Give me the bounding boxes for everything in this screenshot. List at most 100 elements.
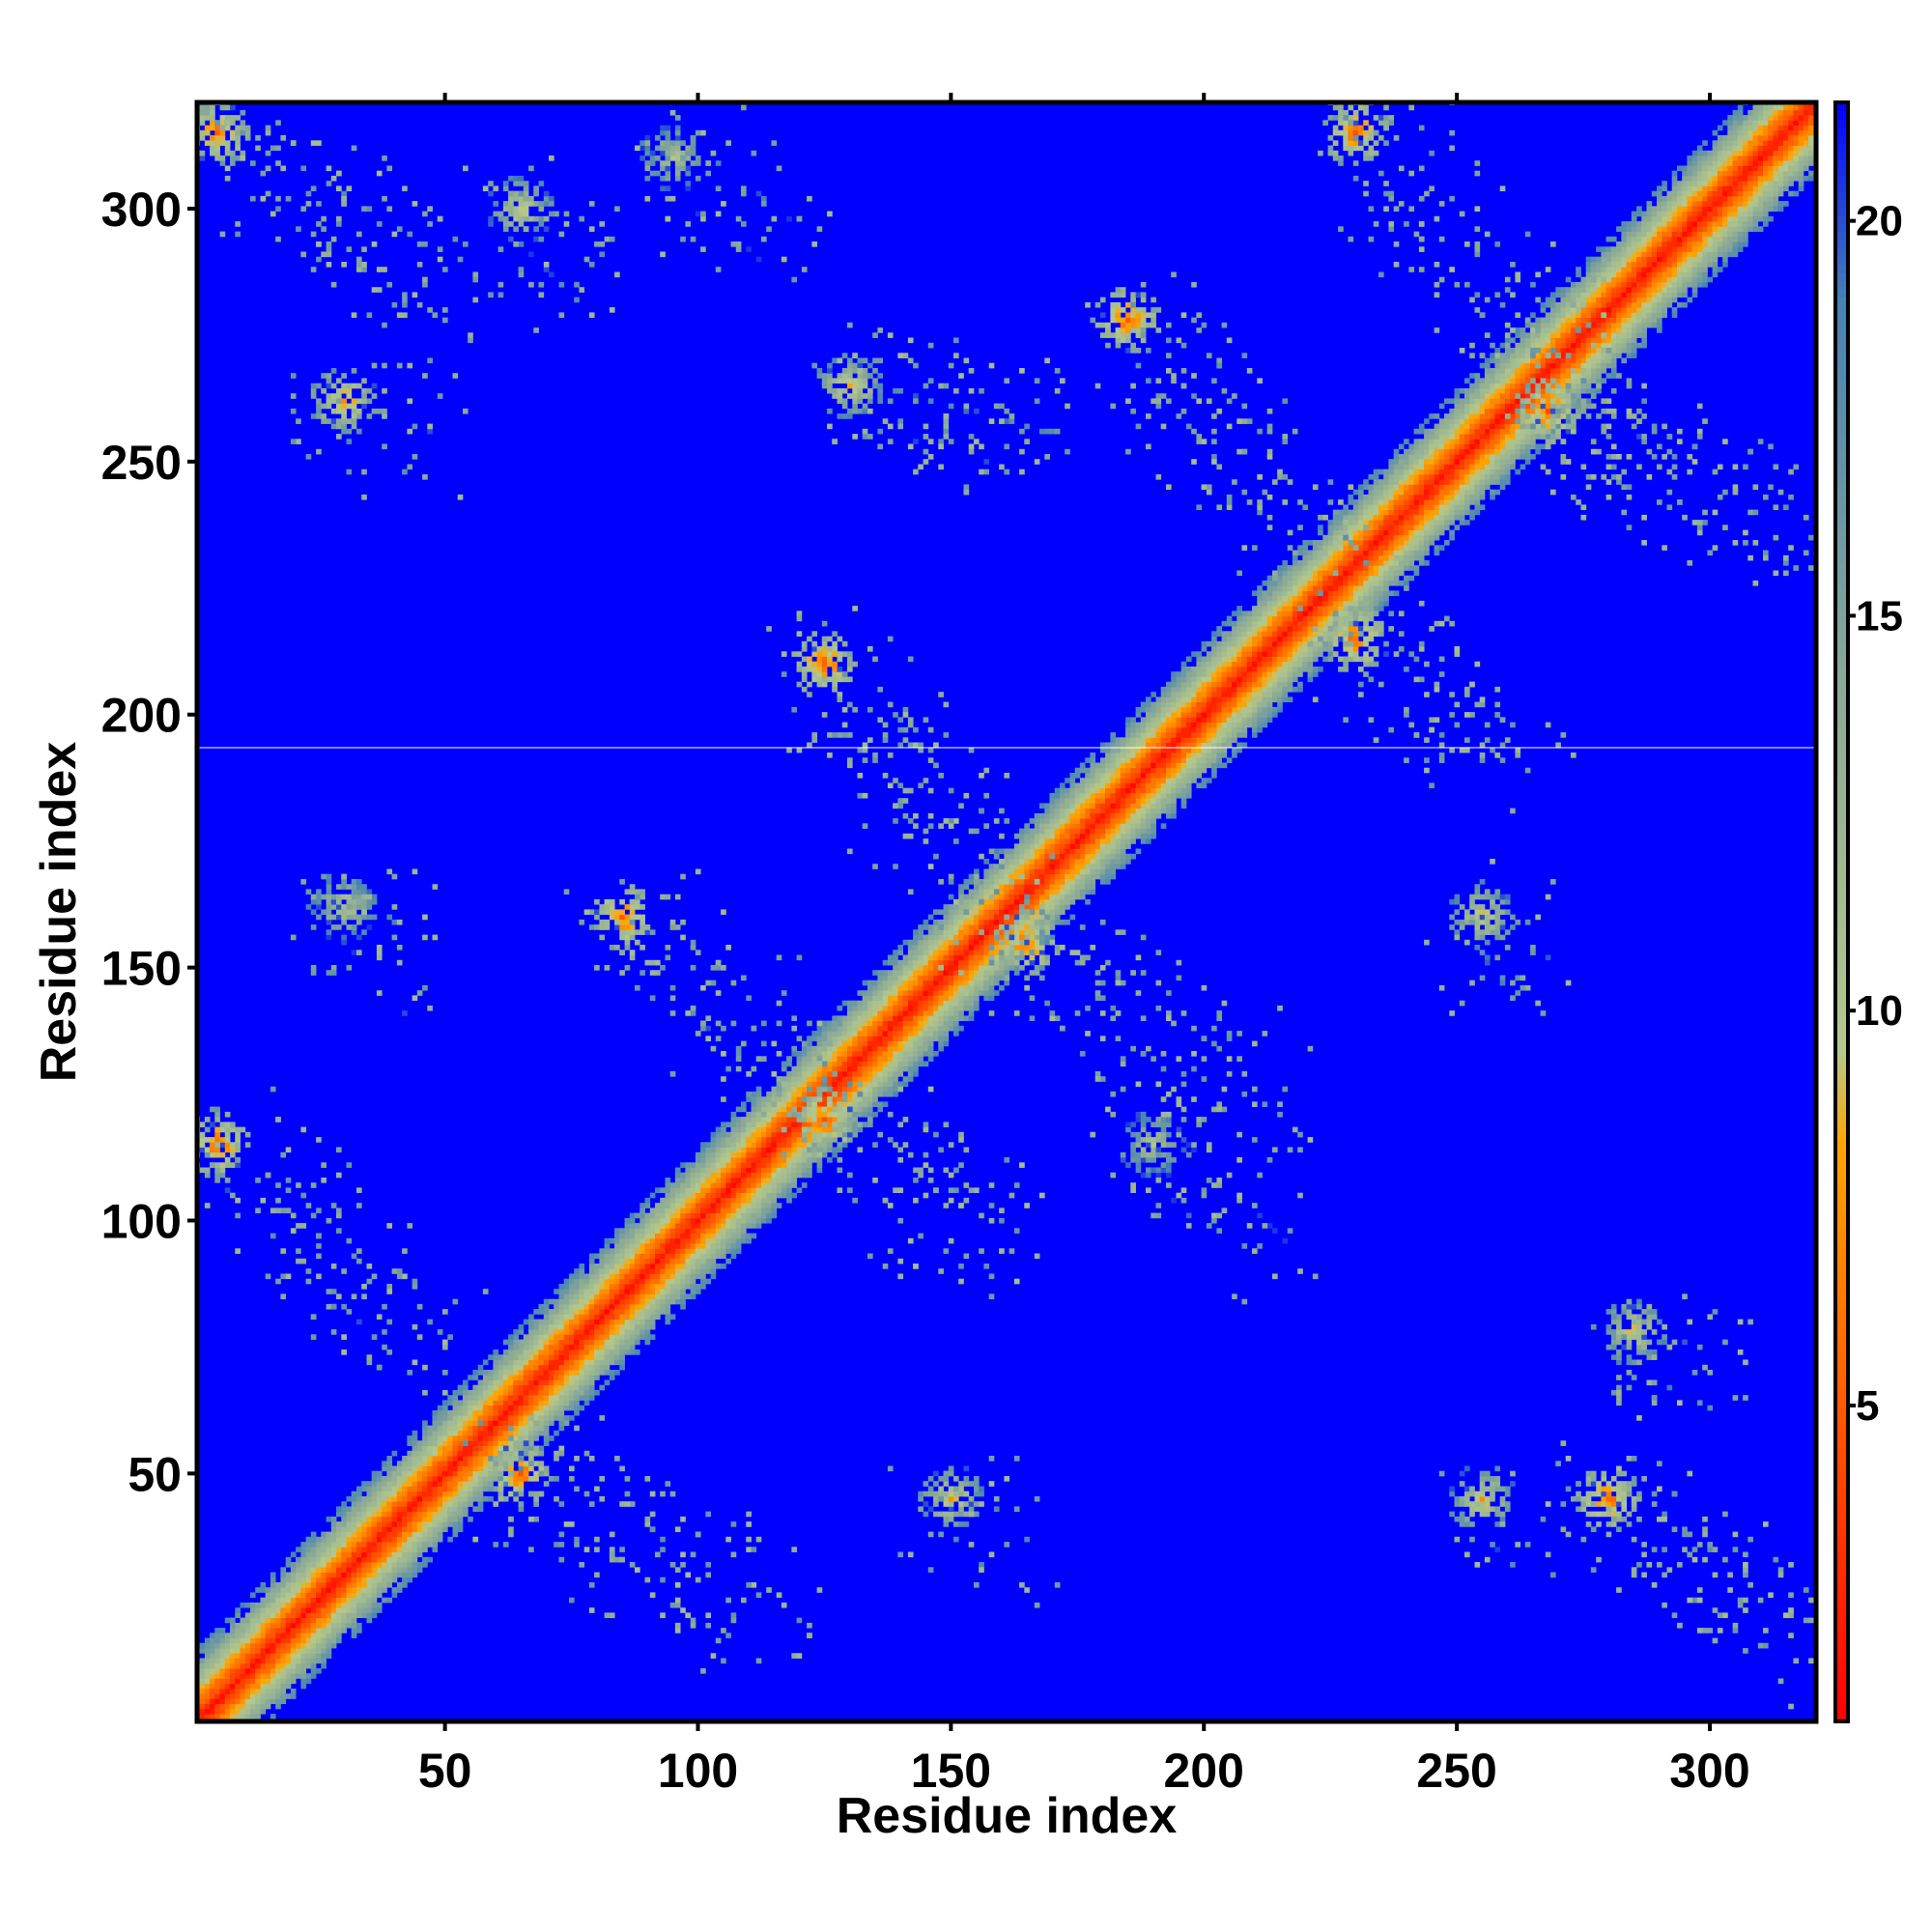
heatmap-cell xyxy=(1039,848,1045,855)
heatmap-cell xyxy=(882,1005,889,1011)
heatmap-cell xyxy=(857,1045,864,1052)
heatmap-cell xyxy=(665,1298,671,1305)
heatmap-cell xyxy=(923,1045,929,1052)
heatmap-cell xyxy=(807,1081,812,1088)
heatmap-cell xyxy=(452,1486,459,1492)
heatmap-cell xyxy=(402,1516,408,1522)
heatmap-cell xyxy=(979,894,984,900)
heatmap-cell xyxy=(755,1192,762,1199)
heatmap-cell xyxy=(1054,798,1061,804)
heatmap-cell xyxy=(700,1212,706,1219)
heatmap-cell xyxy=(766,1126,772,1133)
heatmap-cell xyxy=(457,1506,464,1513)
heatmap-cell xyxy=(558,1298,565,1305)
heatmap-cell xyxy=(204,1708,211,1715)
heatmap-cell xyxy=(948,970,954,976)
heatmap-cell xyxy=(508,1359,514,1366)
heatmap-cell xyxy=(680,1264,686,1269)
heatmap-cell xyxy=(781,1182,787,1188)
heatmap-cell xyxy=(953,950,959,955)
heatmap-cell xyxy=(437,1420,443,1427)
heatmap-cell xyxy=(305,1542,312,1548)
heatmap-cell xyxy=(235,1658,241,1664)
heatmap-cell xyxy=(1024,848,1030,855)
heatmap-cell xyxy=(852,1051,858,1057)
heatmap-cell xyxy=(614,1253,620,1260)
heatmap-cell xyxy=(1013,934,1020,941)
heatmap-cell xyxy=(751,1142,757,1148)
heatmap-cell xyxy=(240,1642,246,1649)
heatmap-cell xyxy=(1004,848,1010,855)
heatmap-cell xyxy=(477,1450,484,1457)
heatmap-cell xyxy=(674,1192,681,1199)
heatmap-cell xyxy=(847,1031,853,1037)
heatmap-cell xyxy=(310,1612,317,1619)
heatmap-cell xyxy=(1146,737,1151,743)
heatmap-cell xyxy=(250,1622,256,1629)
heatmap-cell xyxy=(1065,904,1070,910)
heatmap-cell xyxy=(468,1481,473,1487)
heatmap-cell xyxy=(690,1172,696,1179)
heatmap-cell xyxy=(983,889,990,895)
heatmap-cell xyxy=(807,1056,812,1062)
heatmap-cell xyxy=(482,1456,489,1462)
heatmap-cell xyxy=(538,1445,545,1452)
heatmap-cell xyxy=(482,1476,489,1482)
heatmap-cell xyxy=(1034,904,1040,910)
heatmap-cell xyxy=(316,1551,322,1558)
heatmap-cell xyxy=(326,1622,332,1629)
heatmap-cell xyxy=(502,1384,509,1391)
heatmap-cell xyxy=(1069,782,1076,789)
heatmap-cell xyxy=(255,1648,261,1654)
heatmap-cell xyxy=(1079,798,1086,804)
heatmap-cell xyxy=(786,1081,792,1088)
heatmap-cell xyxy=(361,1562,367,1568)
heatmap-cell xyxy=(649,1223,656,1229)
heatmap-cell xyxy=(695,1264,701,1269)
heatmap-cell xyxy=(427,1521,433,1527)
heatmap-cell xyxy=(569,1298,575,1305)
heatmap-cell xyxy=(391,1577,398,1583)
heatmap-cell xyxy=(346,1547,353,1552)
heatmap-cell xyxy=(533,1395,539,1401)
heatmap-cell xyxy=(219,1633,226,1638)
heatmap-cell xyxy=(735,1147,742,1153)
heatmap-cell xyxy=(346,1572,353,1578)
heatmap-cell xyxy=(356,1491,362,1497)
heatmap-cell xyxy=(447,1481,453,1487)
heatmap-cell xyxy=(371,1577,378,1583)
heatmap-cell xyxy=(999,959,1005,966)
heatmap-cell xyxy=(629,1344,636,1350)
heatmap-cell xyxy=(1044,864,1050,869)
heatmap-cell xyxy=(913,1056,919,1062)
heatmap-cell xyxy=(230,1648,236,1654)
heatmap-cell xyxy=(1074,773,1081,779)
heatmap-cell xyxy=(210,1678,215,1685)
heatmap-cell xyxy=(513,1405,519,1411)
heatmap-cell xyxy=(204,1678,211,1685)
heatmap-cell xyxy=(361,1486,367,1492)
heatmap-cell xyxy=(1130,753,1136,758)
heatmap-cell xyxy=(382,1587,387,1593)
heatmap-cell xyxy=(655,1303,661,1310)
heatmap-cell xyxy=(821,1151,828,1158)
heatmap-cell xyxy=(1054,823,1061,829)
heatmap-cell xyxy=(730,1212,737,1219)
heatmap-cell xyxy=(811,1081,818,1088)
heatmap-cell xyxy=(255,1633,261,1638)
heatmap-cell xyxy=(847,1056,853,1062)
heatmap-cell xyxy=(974,929,980,935)
heatmap-cell xyxy=(1135,732,1142,738)
heatmap-cell xyxy=(913,1020,919,1027)
heatmap-cell xyxy=(427,1430,433,1436)
heatmap-cell xyxy=(1034,868,1040,875)
heatmap-cell xyxy=(599,1384,606,1391)
heatmap-cell xyxy=(599,1289,606,1294)
heatmap-cell xyxy=(948,984,954,991)
heatmap-cell xyxy=(437,1476,443,1482)
heatmap-cell xyxy=(341,1562,347,1568)
heatmap-cell xyxy=(412,1465,418,1472)
heatmap-cell xyxy=(721,1122,726,1128)
heatmap-cell xyxy=(609,1334,615,1340)
heatmap-cell xyxy=(781,1162,787,1168)
